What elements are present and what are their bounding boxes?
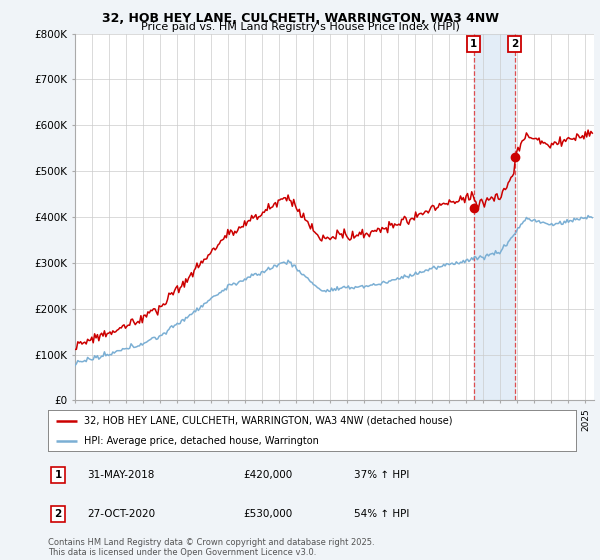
Text: 1: 1 [55,470,62,479]
Text: 2: 2 [511,39,518,49]
Text: £420,000: £420,000 [244,470,293,479]
Text: 37% ↑ HPI: 37% ↑ HPI [354,470,410,479]
Text: 54% ↑ HPI: 54% ↑ HPI [354,509,410,519]
Text: Price paid vs. HM Land Registry's House Price Index (HPI): Price paid vs. HM Land Registry's House … [140,22,460,32]
Text: Contains HM Land Registry data © Crown copyright and database right 2025.
This d: Contains HM Land Registry data © Crown c… [48,538,374,557]
Text: 1: 1 [470,39,477,49]
Text: HPI: Average price, detached house, Warrington: HPI: Average price, detached house, Warr… [84,436,319,446]
Bar [473,34,515,400]
Text: 31-MAY-2018: 31-MAY-2018 [88,470,155,479]
Text: £530,000: £530,000 [244,509,293,519]
Text: 32, HOB HEY LANE, CULCHETH, WARRINGTON, WA3 4NW (detached house): 32, HOB HEY LANE, CULCHETH, WARRINGTON, … [84,416,452,426]
Text: 32, HOB HEY LANE, CULCHETH, WARRINGTON, WA3 4NW: 32, HOB HEY LANE, CULCHETH, WARRINGTON, … [101,12,499,25]
Text: 27-OCT-2020: 27-OCT-2020 [88,509,156,519]
Text: 2: 2 [55,509,62,519]
